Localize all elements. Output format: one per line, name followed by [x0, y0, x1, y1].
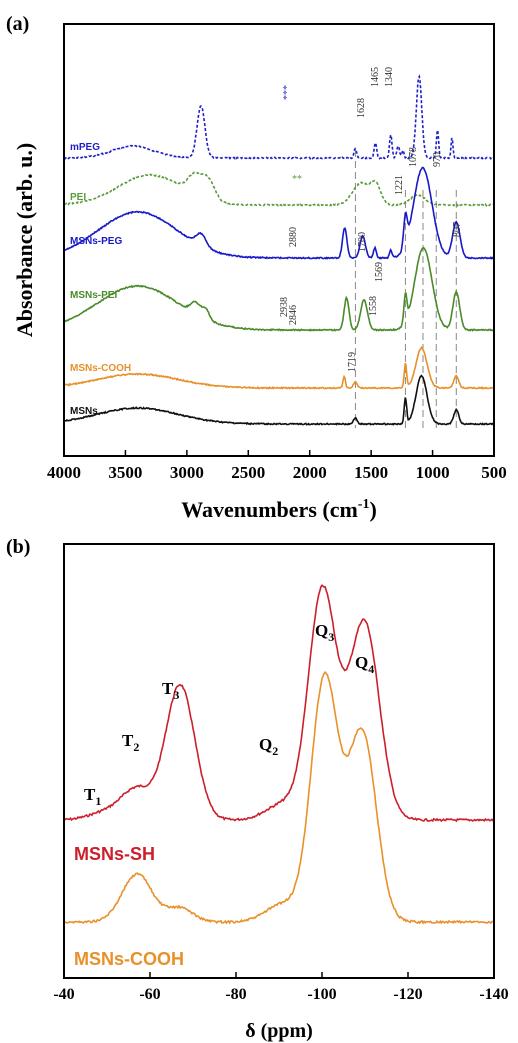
- series-label: MSNs-PEG: [70, 236, 122, 247]
- series-label: MSNs: [70, 406, 98, 417]
- peak-annotation: 2880: [288, 227, 299, 247]
- peak-annotation: 1465: [370, 67, 381, 87]
- peak-label: T2: [122, 731, 139, 754]
- series-label: PEI: [70, 192, 86, 203]
- x-ticks-a: 4000 3500 3000 2500 2000 1500 1000 500: [47, 450, 507, 482]
- series-line-mpeg: [63, 74, 494, 161]
- series-line-msns-pei: [63, 246, 495, 332]
- x-tick-label: 2500: [231, 463, 265, 482]
- peak-annotation: 1558: [368, 296, 379, 316]
- peak-annotation: 1628: [356, 98, 367, 118]
- series-line-msns-sh-b: [63, 584, 495, 823]
- peak-annotation: 1340: [384, 67, 395, 87]
- series-labels-a: mPEG PEI MSNs-PEG MSNs-PEI MSNs-COOH MSNs: [70, 142, 131, 417]
- peak-label: Q2: [259, 735, 278, 758]
- peak-annotation: 1700: [357, 232, 368, 252]
- series-label: MSNs-PEI: [70, 290, 117, 301]
- peak-annotation: 2846: [288, 305, 299, 325]
- x-tick-label: -100: [307, 986, 336, 1003]
- x-tick-label: 1000: [416, 463, 450, 482]
- peak-annotation: ***: [282, 85, 293, 100]
- peak-annotation: **: [292, 174, 302, 185]
- series-line-msns-peg: [63, 166, 495, 260]
- y-axis-label-a: Absorbance (arb. u.): [12, 143, 37, 337]
- peak-annotation: 1078: [408, 147, 419, 167]
- plot-frame-b: [63, 543, 495, 979]
- series-label-b: MSNs-COOH: [74, 949, 184, 969]
- peak-annotation: 807: [452, 222, 463, 237]
- peak-label: Q3: [315, 621, 334, 644]
- peak-label: T3: [162, 679, 179, 702]
- x-tick-label: -60: [139, 986, 160, 1003]
- series-label: mPEG: [70, 142, 100, 153]
- x-tick-label: -140: [479, 986, 508, 1003]
- x-ticks-b: -40 -60 -80 -100 -120 -140: [53, 972, 509, 1003]
- peak-annotation: 2938: [279, 297, 290, 317]
- x-tick-label: 3500: [108, 463, 142, 482]
- series-label: MSNs-COOH: [70, 363, 131, 374]
- peak-annotation: 1569: [374, 262, 385, 282]
- panel-b: (b) MSNs-SH MSNs-COOH T1 T2 T3 Q2 Q3 Q4 -40 -60…: [6, 536, 509, 1042]
- peak-annotation: 1719: [347, 352, 358, 372]
- x-tick-label: 2000: [293, 463, 327, 482]
- series-labels-b: MSNs-SH MSNs-COOH: [74, 844, 184, 969]
- series-label-b: MSNs-SH: [74, 844, 155, 864]
- peak-annotation: 970: [432, 152, 443, 167]
- x-axis-label-b: δ (ppm): [245, 1020, 313, 1042]
- peak-label: Q4: [355, 653, 374, 676]
- x-tick-label: -80: [225, 986, 246, 1003]
- series-line-msns-cooh-b: [63, 670, 495, 925]
- panel-a: (a) mPEG PEI MSNs-PEG MSNs-PEI MSNs-COOH MSNs…: [6, 13, 507, 522]
- peak-labels-b: T1 T2 T3 Q2 Q3 Q4: [84, 621, 374, 808]
- peak-label: T1: [84, 785, 101, 808]
- panel-b-label: (b): [6, 536, 30, 558]
- plot-frame-a: [63, 23, 495, 457]
- series-line-msns: [63, 374, 495, 426]
- spectra-b: [63, 584, 495, 925]
- reference-lines: [354, 150, 457, 428]
- spectra-a: [63, 74, 495, 426]
- x-tick-label: 500: [481, 463, 507, 482]
- x-axis-label-a: Wavenumbers (cm-1): [181, 497, 377, 522]
- x-tick-label: 3000: [170, 463, 204, 482]
- panel-a-label: (a): [6, 13, 29, 35]
- x-tick-label: -40: [53, 986, 74, 1003]
- x-tick-label: -120: [393, 986, 422, 1003]
- x-tick-label: 4000: [47, 463, 81, 482]
- x-tick-label: 1500: [354, 463, 388, 482]
- series-line-msns-cooh: [63, 345, 495, 390]
- peak-annotation: 1221: [394, 175, 405, 195]
